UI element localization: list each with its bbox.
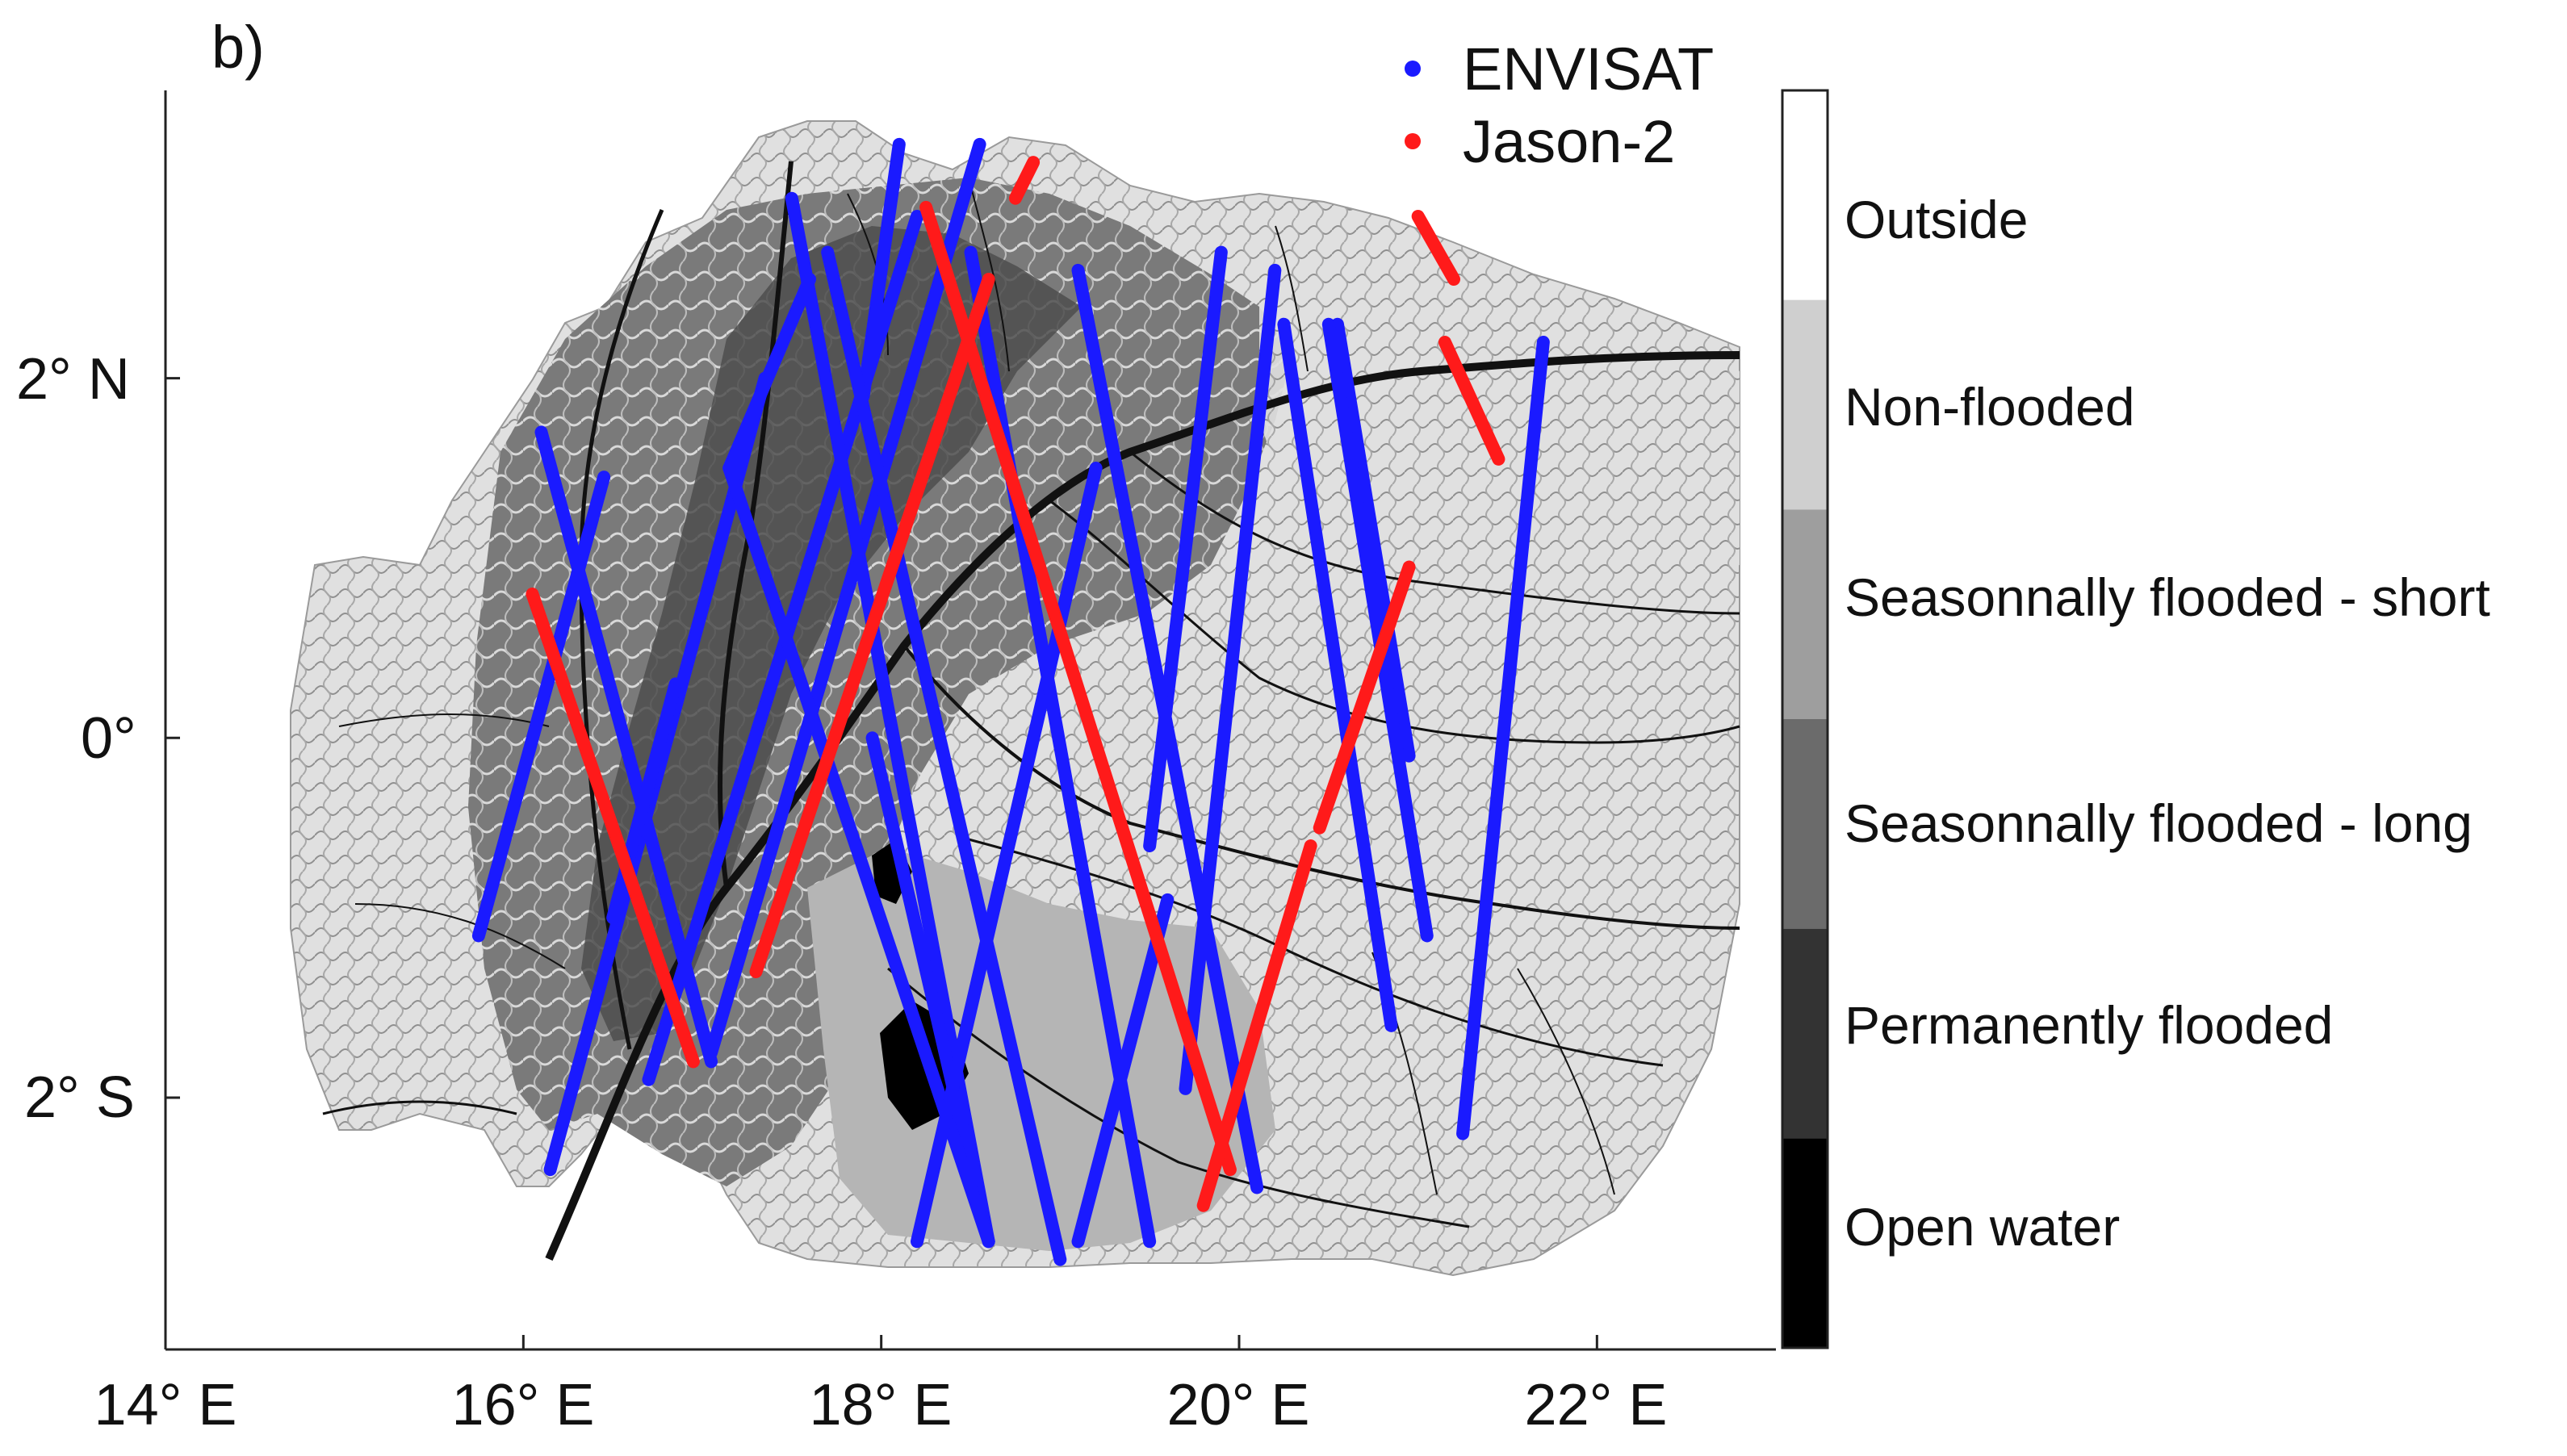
legend-marker-envisat (1405, 61, 1421, 77)
envisat-track (1321, 317, 1434, 943)
seasonal-flood-zone (581, 226, 1082, 1041)
envisat-track (722, 273, 816, 475)
colorbar-label-non-flooded: Non-flooded (1845, 377, 2135, 437)
lon-tick-label: 20° E (1166, 1373, 1310, 1437)
envisat-track (1071, 263, 1264, 1195)
colorbar-swatch (1782, 719, 1828, 929)
lon-tick-label: 22° E (1524, 1373, 1668, 1437)
lon-tick-label: 14° E (94, 1373, 237, 1437)
colorbar-swatches (1782, 90, 1828, 1348)
jason2-track (1438, 336, 1505, 466)
tributary (338, 713, 550, 727)
envisat-track (1179, 263, 1282, 1095)
lat-tick-label: 2° N (16, 347, 130, 412)
tributary (968, 177, 1010, 372)
colorbar-label-seasonal-long: Seasonnally flooded - long (1845, 793, 2473, 853)
jason2-track (1313, 560, 1416, 835)
legend-marker-jason2 (1405, 133, 1421, 149)
y-ticks (165, 377, 180, 1099)
jason2-track (919, 200, 1237, 1177)
envisat-track (865, 731, 995, 1249)
jason2-track (749, 273, 995, 978)
tributary (322, 1100, 517, 1115)
colorbar-label-open-water: Open water (1845, 1197, 2121, 1257)
colorbar-frame (1781, 89, 1829, 1349)
envisat-track (705, 137, 986, 1060)
colorbar-swatch (1782, 1138, 1828, 1348)
jason2-track (526, 588, 700, 1069)
tributary (354, 903, 566, 969)
lat-tick-label: 0° (81, 706, 136, 771)
envisat-track (821, 245, 1067, 1266)
legend: ENVISAT Jason-2 (1405, 32, 1714, 178)
envisat-track (856, 137, 906, 403)
envisat-track (1330, 317, 1416, 763)
tributary (887, 967, 1470, 1228)
envisat-track (911, 462, 1103, 1249)
tributary (1275, 225, 1309, 372)
colorbar-label-seasonal-short: Seasonnally flooded - short (1845, 567, 2490, 627)
envisat-track (471, 471, 611, 943)
colorbar (1781, 89, 1829, 1349)
jason2-track (1196, 839, 1317, 1212)
jason2-tracks (526, 156, 1505, 1212)
tributary (902, 644, 1740, 930)
envisat-track (1071, 893, 1175, 1249)
axes (164, 90, 1776, 1351)
envisat-track (606, 677, 682, 925)
legend-item-jason2: Jason-2 (1405, 105, 1714, 178)
colorbar-label-outside: Outside (1845, 190, 2029, 249)
jason2-track (1008, 156, 1041, 205)
lat-tick-label: 2° S (24, 1065, 135, 1130)
colorbar-swatch (1782, 299, 1828, 510)
jason2-track (1411, 210, 1460, 286)
tributary (1517, 968, 1615, 1195)
envisat-track (1143, 245, 1228, 852)
envisat-track (1277, 317, 1398, 1032)
colorbar-swatch (1782, 509, 1828, 719)
lon-tick-label: 18° E (809, 1373, 953, 1437)
panel-label: b) (211, 14, 265, 81)
tributary (1129, 450, 1740, 615)
legend-item-envisat: ENVISAT (1405, 32, 1714, 105)
envisat-tracks (471, 137, 1550, 1266)
basin-landscape (290, 120, 1740, 1277)
envisat-track (1456, 336, 1550, 1140)
legend-label-envisat: ENVISAT (1463, 35, 1715, 103)
colorbar-swatch (1782, 928, 1828, 1139)
lon-tick-label: 16° E (451, 1373, 595, 1437)
colorbar-label-permanently-flooded: Permanently flooded (1845, 995, 2334, 1055)
legend-label-jason2: Jason-2 (1463, 107, 1676, 175)
colorbar-swatch (1782, 90, 1828, 300)
x-ticks (164, 1335, 1598, 1349)
